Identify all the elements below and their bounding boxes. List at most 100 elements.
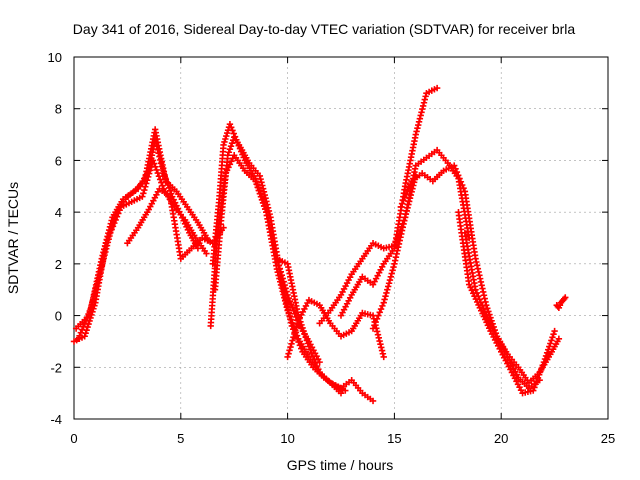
data-point (262, 195, 269, 202)
data-point (257, 193, 265, 200)
data-point (401, 194, 409, 201)
data-point (418, 109, 425, 116)
data-point (311, 356, 318, 363)
data-point (289, 337, 296, 344)
data-point (371, 322, 378, 329)
data-point (299, 324, 306, 332)
data-point (381, 296, 388, 303)
data-point (279, 275, 286, 282)
data-point (386, 276, 394, 284)
data-point (398, 200, 406, 207)
data-point (415, 121, 422, 129)
data-point (548, 337, 555, 344)
data-point (414, 125, 421, 132)
data-point (421, 96, 428, 103)
data-point (475, 292, 482, 300)
data-point (223, 132, 230, 140)
plot-frame (73, 56, 609, 420)
data-point (473, 289, 481, 297)
axis-ticks: 0 5 10 15 20 25 -4 -2 0 2 4 6 8 10 (48, 50, 616, 446)
data-point (98, 264, 105, 272)
data-point (296, 342, 304, 349)
data-point (75, 335, 82, 343)
data-point (384, 283, 392, 290)
data-point (550, 330, 557, 338)
series-arc-8 (273, 255, 377, 405)
data-point (555, 335, 563, 343)
data-point (86, 309, 93, 316)
data-point (93, 280, 101, 287)
x-tick-label: 25 (601, 431, 615, 446)
series-arc-4 (124, 185, 227, 262)
y-tick-label: 10 (48, 50, 62, 65)
data-point (294, 320, 301, 328)
data-point (115, 210, 122, 217)
data-point (143, 180, 150, 187)
data-point (78, 326, 86, 333)
data-point (304, 340, 312, 347)
data-point (285, 294, 292, 302)
data-point (422, 93, 429, 100)
y-tick-label: 0 (55, 309, 62, 324)
data-point (256, 172, 264, 180)
grid (74, 57, 608, 419)
data-point (151, 160, 158, 167)
data-point (223, 129, 231, 137)
data-point (292, 327, 299, 334)
data-point (288, 340, 295, 347)
data-point (285, 350, 292, 357)
data-point (291, 330, 298, 338)
data-point (277, 268, 285, 276)
data-point (402, 190, 410, 198)
data-point (111, 219, 118, 227)
data-point (226, 121, 234, 128)
data-point (375, 312, 382, 319)
data-point (156, 176, 164, 183)
data-point (293, 324, 300, 331)
data-point (113, 213, 121, 220)
series-arc-11 (337, 84, 441, 319)
data-point (397, 203, 405, 211)
data-point (378, 344, 385, 351)
data-point (91, 290, 98, 297)
data-point (294, 335, 301, 343)
data-point (141, 186, 148, 194)
data-point (106, 232, 113, 240)
y-tick-label: -4 (50, 412, 62, 427)
data-point (155, 173, 163, 180)
data-point (276, 265, 284, 272)
series-arc-15 (461, 229, 563, 386)
data-point (298, 345, 305, 352)
data-point (108, 226, 115, 233)
data-point (225, 149, 233, 156)
chart-title: Day 341 of 2016, Sidereal Day-to-day VTE… (73, 21, 576, 37)
data-point (485, 308, 492, 315)
data-point (263, 198, 270, 205)
data-point (153, 166, 160, 174)
data-point (457, 178, 465, 185)
data-point (453, 168, 461, 176)
data-point (145, 170, 153, 177)
data-point (383, 289, 390, 297)
data-point (95, 274, 103, 281)
data-point (226, 146, 234, 153)
data-point (376, 337, 383, 345)
y-tick-label: 8 (55, 102, 62, 117)
data-point (404, 187, 411, 195)
data-point (254, 184, 261, 191)
data-point (286, 298, 294, 305)
data-point (142, 183, 149, 190)
data-point (342, 387, 349, 394)
data-point (561, 295, 568, 302)
data-point (92, 286, 99, 294)
data-point (280, 278, 287, 285)
data-point (551, 327, 558, 335)
data-point (158, 179, 165, 186)
data-point (455, 172, 462, 179)
data-point (452, 165, 459, 173)
data-point (149, 157, 157, 164)
data-point (259, 185, 267, 192)
data-point (533, 377, 540, 385)
data-point (295, 338, 302, 346)
data-point (419, 102, 427, 110)
